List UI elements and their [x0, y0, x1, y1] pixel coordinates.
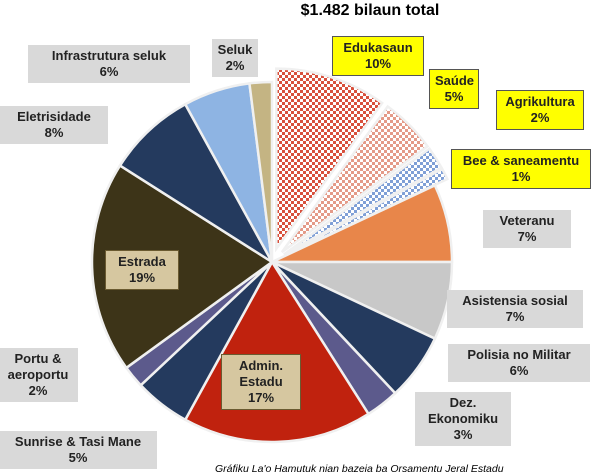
slice-value: 5% [68, 450, 88, 465]
slice-value: 2% [28, 383, 48, 398]
source-note: Gráfiku La'o Hamutuk nian bazeia ba Orsa… [215, 463, 504, 475]
slice-value: 2% [225, 58, 245, 73]
pie-slice [283, 146, 444, 256]
slice-label: Admin. Estadu 17% [221, 354, 301, 410]
slice-label: Veteranu 7% [483, 210, 571, 248]
slice-label: Portu & aeroportu 2% [0, 348, 78, 402]
slice-label: Bee & saneamentu 1% [451, 149, 591, 189]
chart-subtitle: $1.482 bilaun total [300, 2, 440, 19]
pie-slice [90, 163, 275, 370]
slice-value: 7% [505, 309, 525, 324]
slice-name: Sunrise & Tasi Mane [14, 434, 142, 449]
slice-label: Estrada 19% [105, 250, 179, 290]
slice-value: 7% [517, 229, 537, 244]
slice-name: Eletrisidade [17, 109, 91, 124]
slice-label: Saúde 5% [429, 69, 479, 109]
pie-slice [118, 102, 274, 264]
slice-name: Bee & saneamentu [462, 153, 580, 168]
slice-name: Asistensia sosial [462, 293, 568, 308]
slice-value: 3% [453, 427, 473, 442]
slice-label: Sunrise & Tasi Mane 5% [0, 431, 157, 469]
slice-name: Polisia no Militar [467, 347, 571, 362]
slice-label: Agrikultura 2% [496, 90, 584, 130]
slice-value: 17% [247, 390, 275, 405]
slice-label: Edukasaun 10% [332, 36, 424, 76]
slice-name: Saúde [435, 73, 475, 88]
slice-name: Admin. Estadu [238, 358, 284, 389]
pie-slice [283, 167, 450, 257]
slice-value: 2% [530, 110, 550, 125]
slice-value: 19% [128, 270, 156, 285]
slice-name: Infrastrutura seluk [51, 48, 167, 63]
slice-name: Edukasaun [343, 40, 413, 55]
slice-value: 8% [44, 125, 64, 140]
slice-label: Seluk 2% [212, 39, 258, 77]
slice-value: 6% [509, 363, 529, 378]
slice-label: Infrastrutura seluk 6% [28, 45, 190, 83]
slice-value: 1% [511, 169, 531, 184]
slice-name: Portu & aeroportu [7, 351, 69, 382]
slice-label: Dez. Ekonomiku 3% [415, 392, 511, 446]
pie-slice [280, 104, 430, 254]
slice-label: Eletrisidade 8% [0, 106, 108, 144]
pie-slice [275, 67, 384, 253]
slice-value: 10% [364, 56, 392, 71]
slice-label: Polisia no Militar 6% [448, 344, 590, 382]
slice-value: 6% [99, 64, 119, 79]
slice-label: Asistensia sosial 7% [447, 290, 583, 328]
slice-name: Dez. Ekonomiku [427, 395, 499, 426]
slice-name: Seluk [217, 42, 253, 57]
slice-value: 5% [444, 89, 464, 104]
slice-name: Agrikultura [505, 94, 575, 109]
pie-slice [248, 80, 274, 263]
slice-name: Veteranu [499, 213, 555, 228]
slice-name: Estrada [118, 254, 166, 269]
